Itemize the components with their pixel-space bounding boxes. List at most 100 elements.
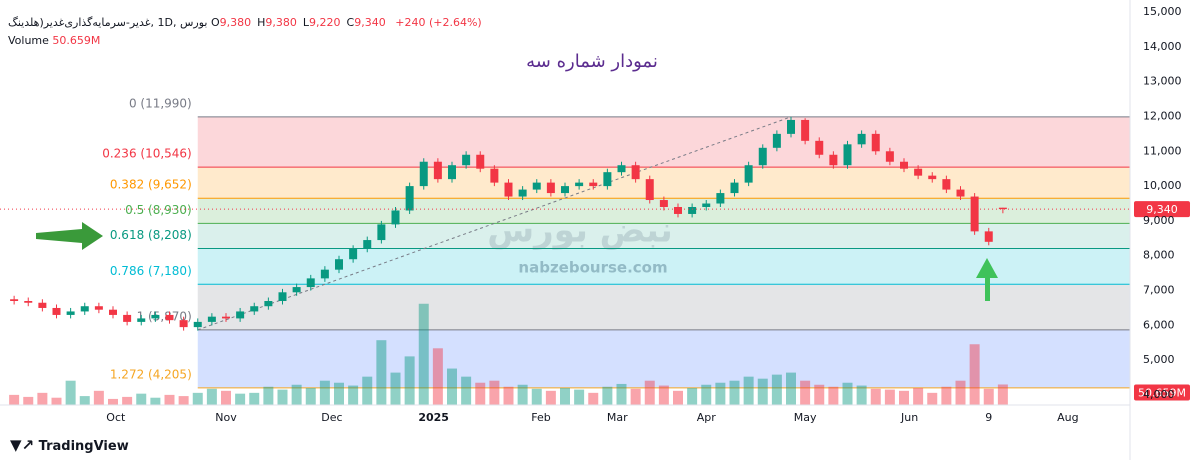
volume-bar — [800, 380, 811, 405]
candle-body — [476, 154, 485, 169]
volume-bar — [517, 384, 528, 405]
volume-bar — [221, 390, 231, 405]
volume-bar — [955, 380, 966, 405]
volume-bar — [93, 390, 104, 405]
y-tick-label: 12,000 — [1143, 109, 1182, 122]
volume-bar — [715, 382, 726, 405]
change: +240 (+2.64%) — [395, 16, 482, 29]
candle-body — [900, 161, 908, 169]
candle-body — [109, 309, 117, 315]
candle-body — [137, 318, 146, 322]
candle-body — [532, 182, 541, 190]
volume-bar — [277, 389, 288, 405]
y-tick-label: 13,000 — [1143, 75, 1182, 88]
brand: ▼↗ TradingView — [10, 436, 129, 454]
candle-body — [787, 119, 795, 134]
y-tick-label: 4,000 — [1143, 388, 1175, 401]
x-tick-label: Aug — [1057, 411, 1078, 424]
fib-label: 0.236 (10,546) — [102, 147, 192, 161]
volume-value: 50.659M — [52, 34, 101, 47]
volume-bar — [489, 380, 500, 405]
volume-bar — [630, 388, 641, 405]
volume-bar — [319, 380, 330, 405]
volume-bar — [997, 384, 1008, 405]
left-arrow — [36, 222, 103, 250]
candle-body — [335, 259, 343, 270]
y-tick-label: 6,000 — [1143, 318, 1175, 331]
ohlc-value: 9,380 — [265, 16, 297, 29]
candle-body — [151, 314, 160, 319]
x-tick-label: May — [794, 411, 817, 424]
x-tick-label: Mar — [607, 411, 628, 424]
candle-body — [80, 306, 89, 312]
x-tick-label: 2025 — [418, 411, 449, 424]
volume-bar — [150, 397, 161, 405]
candle-body — [589, 182, 598, 187]
volume-bar — [418, 303, 429, 405]
volume-bar — [206, 388, 217, 405]
volume-bar — [531, 388, 542, 405]
candle-body — [349, 248, 358, 260]
volume-bar — [432, 348, 443, 405]
volume-bar — [927, 392, 938, 405]
candle-body — [363, 240, 372, 249]
volume-row: Volume 50.659M — [8, 32, 482, 50]
candle-body — [391, 210, 400, 225]
volume-bar — [348, 385, 359, 405]
volume-bar — [560, 387, 570, 405]
candle-body — [419, 161, 428, 187]
candle-body — [292, 287, 301, 293]
y-tick-label: 15,000 — [1143, 5, 1182, 18]
candle-body — [10, 299, 19, 301]
candle-body — [320, 269, 329, 279]
candle-body — [24, 300, 33, 303]
volume-bar — [23, 396, 34, 405]
candle-body — [38, 302, 47, 308]
annotation: نمودار شماره سه — [526, 51, 658, 72]
volume-bar — [644, 380, 655, 405]
volume-bar — [856, 385, 867, 405]
last-price-label: 9,340 — [1146, 203, 1178, 216]
volume-bar — [475, 382, 486, 405]
volume-bar — [51, 397, 62, 405]
candle-body — [702, 203, 711, 207]
symbol-row: غدیر-سرمایه‌گذاری‌غدیر(هلدینگ, 1D, بورس … — [8, 16, 482, 29]
volume-bar — [899, 390, 909, 405]
candle-body — [490, 168, 499, 183]
volume-bar — [814, 384, 825, 405]
candle-body — [758, 147, 767, 166]
candle-body — [970, 196, 979, 232]
candle-body — [433, 161, 442, 180]
volume-bar — [37, 392, 48, 405]
volume-bar — [828, 386, 839, 405]
candle-body — [236, 311, 245, 319]
candle-body — [306, 278, 315, 288]
y-tick-label: 10,000 — [1143, 179, 1182, 192]
candle-body — [207, 316, 216, 322]
candle-body — [193, 321, 202, 328]
x-tick-label: Dec — [321, 411, 342, 424]
legend-header: غدیر-سرمایه‌گذاری‌غدیر(هلدینگ, 1D, بورس … — [8, 14, 482, 50]
candle-body — [857, 133, 866, 145]
candle-body — [448, 165, 456, 180]
candle-body — [546, 182, 555, 194]
fib-label: 0 (11,990) — [129, 96, 192, 110]
volume-bar — [545, 390, 556, 405]
fib-label: 1 (5,870) — [137, 309, 192, 323]
candle-body — [885, 151, 894, 162]
volume-bar — [362, 376, 373, 405]
interval: 1D — [157, 16, 173, 29]
volume-bar — [192, 392, 203, 405]
ohlc-key: L — [302, 16, 310, 29]
volume-bar — [969, 344, 980, 405]
volume-bar — [9, 394, 20, 405]
volume-bar — [376, 340, 387, 405]
volume-bar — [178, 396, 189, 405]
candle-body — [66, 311, 75, 315]
fib-label: 0.786 (7,180) — [110, 264, 192, 278]
candle-body — [801, 119, 810, 141]
fib-label: 0.5 (8,930) — [125, 203, 192, 217]
candle-body — [575, 182, 584, 187]
candle-body — [504, 182, 513, 197]
